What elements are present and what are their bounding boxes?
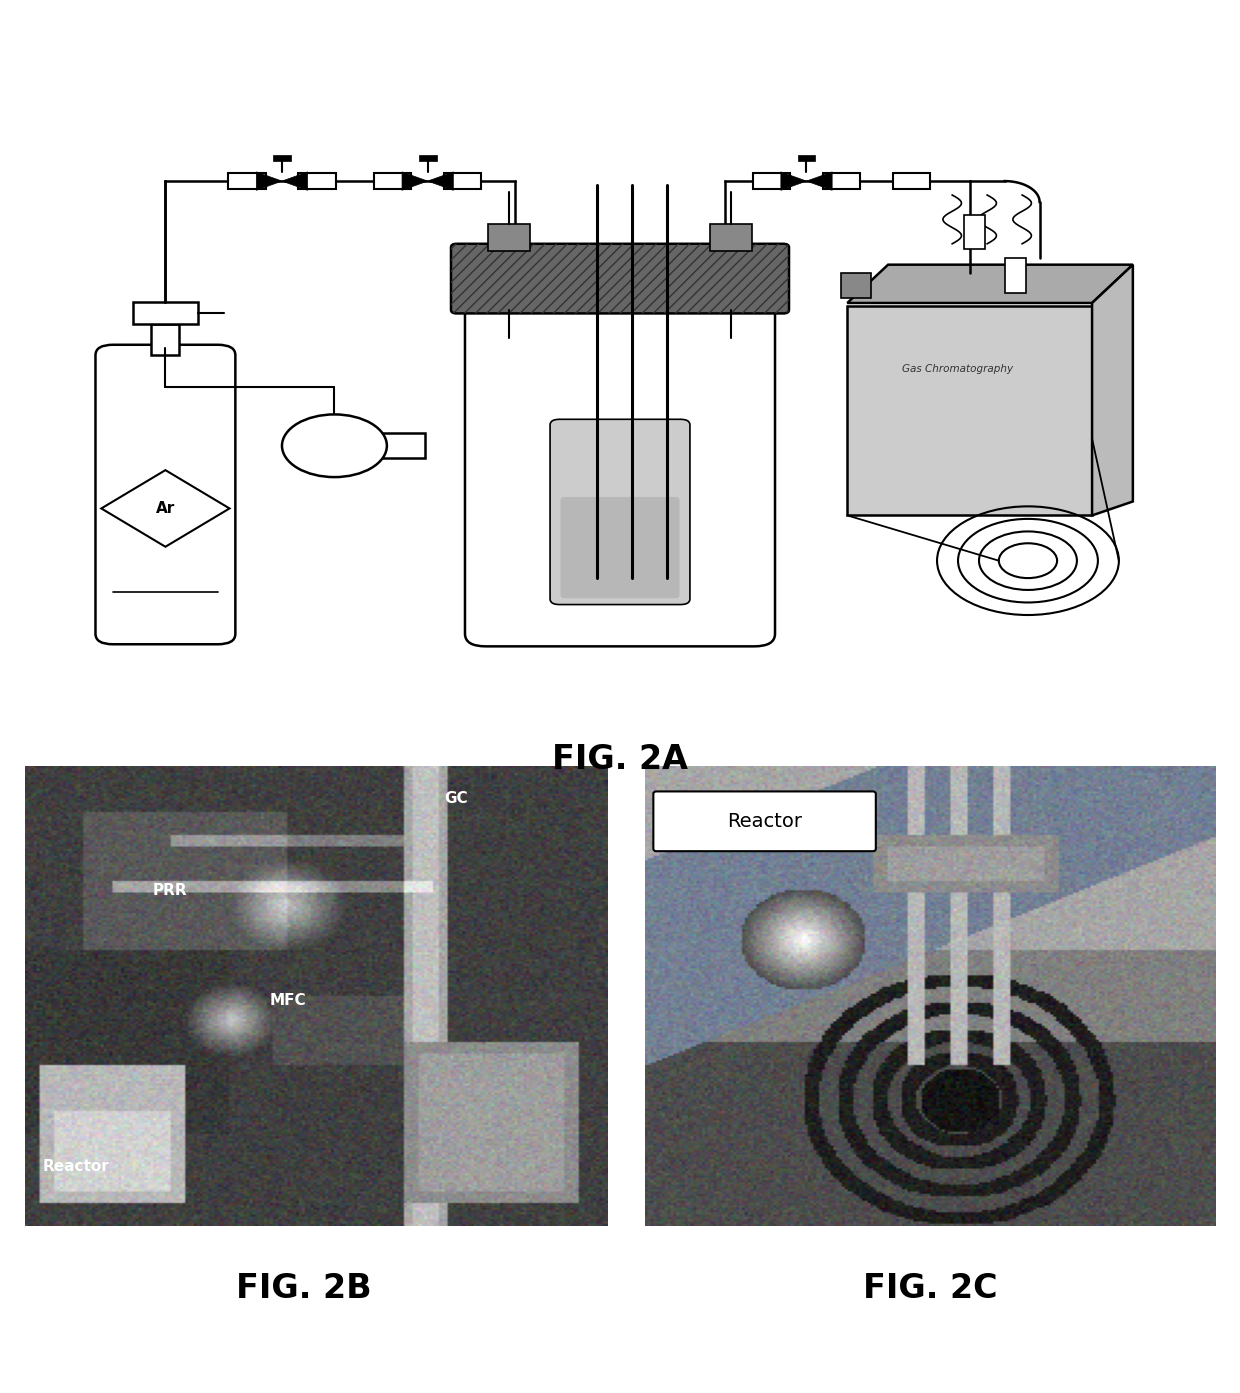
Polygon shape xyxy=(847,265,1133,302)
Polygon shape xyxy=(257,171,281,191)
Bar xyxy=(374,173,412,189)
Text: MFC: MFC xyxy=(269,993,306,1009)
Bar xyxy=(963,215,985,249)
Bar xyxy=(842,273,870,298)
FancyBboxPatch shape xyxy=(653,791,875,851)
Bar xyxy=(299,173,336,189)
Bar xyxy=(273,155,291,162)
Text: GC: GC xyxy=(444,791,467,807)
Text: Ar: Ar xyxy=(156,501,175,515)
Bar xyxy=(419,155,436,162)
FancyBboxPatch shape xyxy=(95,344,236,644)
Text: FIG. 2A: FIG. 2A xyxy=(552,742,688,776)
Bar xyxy=(1004,258,1025,293)
Bar xyxy=(151,323,180,355)
Polygon shape xyxy=(402,171,428,191)
Text: FIG. 2B: FIG. 2B xyxy=(236,1272,372,1305)
FancyBboxPatch shape xyxy=(560,497,680,599)
Bar xyxy=(133,301,198,323)
Bar xyxy=(709,224,751,251)
Text: FIG. 2C: FIG. 2C xyxy=(863,1272,997,1305)
FancyBboxPatch shape xyxy=(451,244,789,313)
Bar xyxy=(489,224,531,251)
Text: PRR: PRR xyxy=(153,883,187,898)
Bar xyxy=(228,173,265,189)
Bar xyxy=(753,173,790,189)
Bar xyxy=(797,155,816,162)
Text: Gas Chromatography: Gas Chromatography xyxy=(903,364,1013,375)
Text: Reactor: Reactor xyxy=(727,812,802,830)
Bar xyxy=(847,306,1092,515)
Polygon shape xyxy=(102,471,229,547)
Polygon shape xyxy=(806,171,832,191)
Polygon shape xyxy=(781,171,806,191)
Polygon shape xyxy=(1092,265,1133,515)
Circle shape xyxy=(281,415,387,476)
Bar xyxy=(893,173,930,189)
Bar xyxy=(823,173,861,189)
Bar xyxy=(444,173,481,189)
Polygon shape xyxy=(281,171,308,191)
FancyBboxPatch shape xyxy=(551,419,689,605)
Polygon shape xyxy=(428,171,454,191)
Bar xyxy=(381,433,425,458)
FancyBboxPatch shape xyxy=(465,287,775,646)
Text: Reactor: Reactor xyxy=(42,1159,109,1174)
